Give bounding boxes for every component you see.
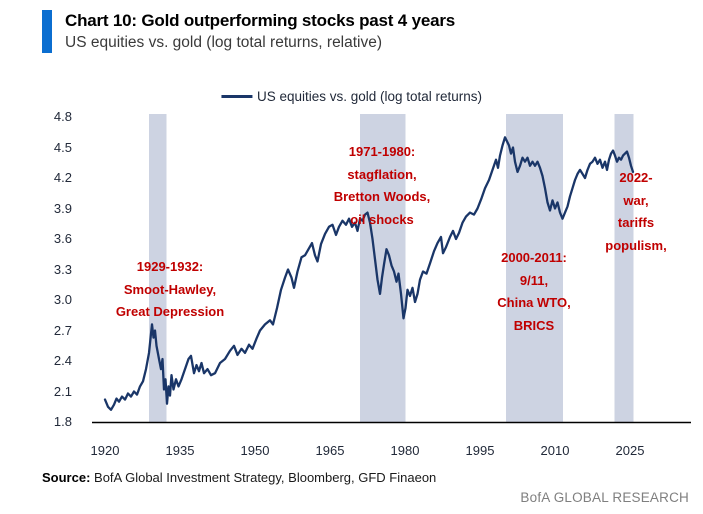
x-tick-1995: 1995 (465, 443, 495, 458)
y-tick-4.8: 4.8 (53, 109, 72, 124)
annotation-1929-1932: 1929-1932: Smoot-Hawley, Great Depression (116, 256, 224, 324)
y-tick-1.8: 1.8 (53, 414, 72, 429)
y-tick-3.0: 3.0 (53, 292, 72, 307)
annotation-line: China WTO, (497, 295, 571, 310)
y-tick-2.7: 2.7 (53, 322, 72, 338)
annotation-line: BRICS (513, 317, 555, 333)
y-tick-3.3: 3.3 (53, 261, 72, 277)
y-tick-3.6: 3.6 (53, 231, 72, 246)
accent-bar (42, 10, 52, 53)
annotation-line: stagflation, (347, 166, 417, 182)
annotation-line: 9/11, (519, 272, 549, 288)
x-tick-1920: 1920 (90, 443, 120, 458)
annotation-line: Great Depression (115, 304, 225, 319)
legend-line-swatch (220, 95, 252, 98)
series-line (103, 136, 635, 411)
band-2022- (614, 114, 634, 422)
source-prefix: Source: (42, 470, 91, 485)
source-text: BofA Global Investment Strategy, Bloombe… (90, 470, 437, 485)
header: Chart 10: Gold outperforming stocks past… (42, 10, 455, 53)
x-tick-1980: 1980 (390, 443, 420, 458)
header-titles: Chart 10: Gold outperforming stocks past… (65, 10, 455, 53)
y-tick-3.9: 3.9 (53, 200, 72, 216)
band-1929-1932 (149, 114, 167, 422)
annotation-1971-1980: 1971-1980: stagflation, Bretton Woods, oil … (334, 141, 431, 231)
x-tick-1950: 1950 (240, 443, 270, 458)
y-tick-2.1: 2.1 (53, 383, 72, 399)
x-tick-1965: 1965 (315, 443, 345, 458)
annotation-line: tariffs (617, 215, 655, 230)
annotation-line: populism, (605, 237, 667, 253)
annotation-line: war, (623, 192, 649, 208)
annotation-2022-: 2022- war, tariffs populism, (605, 167, 666, 257)
page-title: Chart 10: Gold outperforming stocks past… (65, 11, 455, 30)
branding-label: BofA GLOBAL RESEARCH (520, 490, 689, 505)
annotation-line: Smoot-Hawley, (123, 281, 217, 297)
annotation-line: oil shocks (350, 211, 414, 227)
page-subtitle: US equities vs. gold (log total returns,… (65, 34, 383, 51)
x-tick-2025: 2025 (615, 443, 645, 458)
annotation-line: 1971-1980: (348, 144, 416, 159)
x-tick-2010: 2010 (540, 443, 570, 458)
legend: US equities vs. gold (log total returns) (220, 89, 483, 104)
source-line: Source: BofA Global Investment Strategy,… (42, 470, 436, 485)
y-tick-4.2: 4.2 (53, 170, 72, 185)
x-tick-1935: 1935 (165, 443, 195, 458)
annotation-line: Bretton Woods, (333, 189, 431, 204)
y-tick-2.4: 2.4 (53, 353, 72, 368)
y-tick-4.5: 4.5 (53, 139, 72, 155)
annotation-line: 1929-1932: (136, 259, 204, 274)
annotation-line: 2000-2011: (501, 250, 567, 265)
legend-label: US equities vs. gold (log total returns) (256, 89, 483, 104)
annotation-line: 2022- (619, 170, 653, 185)
annotation-2000-2011: 2000-2011: 9/11, China WTO, BRICS (497, 247, 570, 337)
